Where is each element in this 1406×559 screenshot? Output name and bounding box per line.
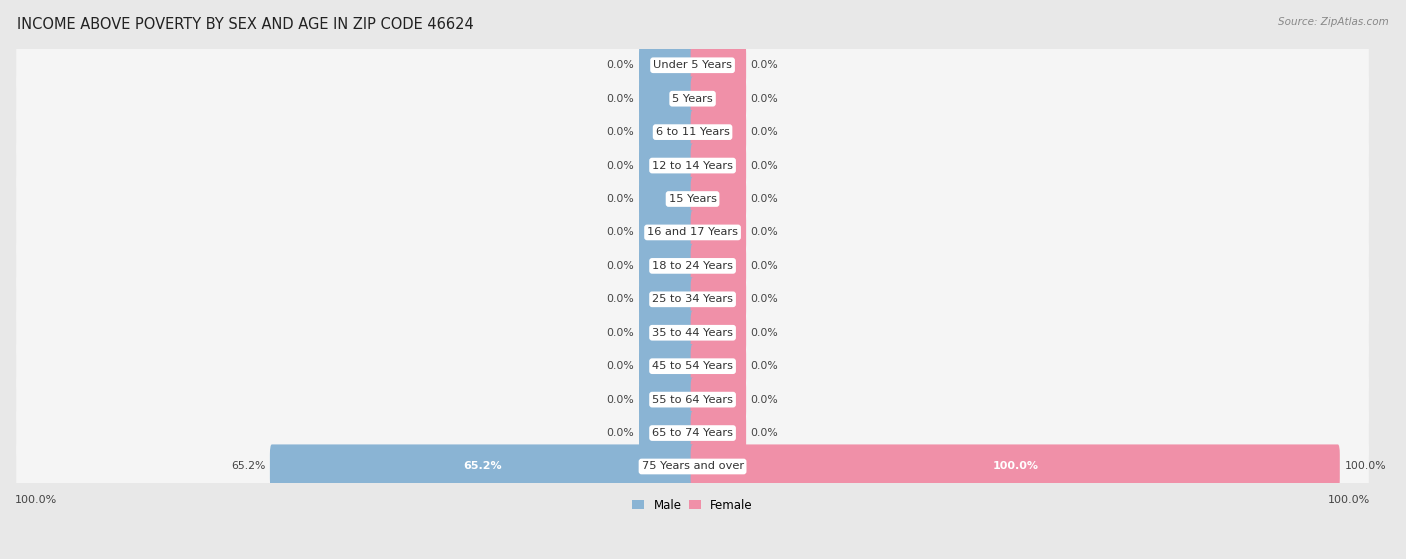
Text: 0.0%: 0.0% <box>607 261 634 271</box>
FancyBboxPatch shape <box>17 273 1369 325</box>
FancyBboxPatch shape <box>638 144 695 188</box>
Text: 0.0%: 0.0% <box>751 127 779 137</box>
FancyBboxPatch shape <box>17 140 1369 192</box>
FancyBboxPatch shape <box>690 444 1340 489</box>
Text: 0.0%: 0.0% <box>751 361 779 371</box>
Text: 0.0%: 0.0% <box>751 160 779 170</box>
Text: 0.0%: 0.0% <box>751 60 779 70</box>
Text: 16 and 17 Years: 16 and 17 Years <box>647 228 738 238</box>
FancyBboxPatch shape <box>17 374 1369 425</box>
FancyBboxPatch shape <box>690 177 747 221</box>
FancyBboxPatch shape <box>638 110 695 154</box>
Text: 0.0%: 0.0% <box>751 228 779 238</box>
FancyBboxPatch shape <box>690 110 747 154</box>
Text: 45 to 54 Years: 45 to 54 Years <box>652 361 733 371</box>
FancyBboxPatch shape <box>17 340 1369 392</box>
FancyBboxPatch shape <box>638 77 695 121</box>
Text: 0.0%: 0.0% <box>751 261 779 271</box>
FancyBboxPatch shape <box>17 407 1369 459</box>
FancyBboxPatch shape <box>17 173 1369 225</box>
Text: 0.0%: 0.0% <box>607 160 634 170</box>
Text: 65 to 74 Years: 65 to 74 Years <box>652 428 733 438</box>
Text: 0.0%: 0.0% <box>607 428 634 438</box>
Text: 0.0%: 0.0% <box>751 194 779 204</box>
FancyBboxPatch shape <box>17 73 1369 125</box>
Text: 0.0%: 0.0% <box>607 60 634 70</box>
Text: 0.0%: 0.0% <box>751 395 779 405</box>
FancyBboxPatch shape <box>690 344 747 389</box>
FancyBboxPatch shape <box>690 144 747 188</box>
FancyBboxPatch shape <box>638 43 695 87</box>
FancyBboxPatch shape <box>690 77 747 121</box>
Text: 0.0%: 0.0% <box>607 228 634 238</box>
Text: 100.0%: 100.0% <box>1327 495 1369 505</box>
FancyBboxPatch shape <box>17 39 1369 91</box>
Text: 100.0%: 100.0% <box>15 495 58 505</box>
FancyBboxPatch shape <box>690 377 747 421</box>
Text: 100.0%: 100.0% <box>993 462 1038 471</box>
FancyBboxPatch shape <box>17 440 1369 492</box>
FancyBboxPatch shape <box>638 210 695 254</box>
Text: 100.0%: 100.0% <box>1344 462 1386 471</box>
Text: 6 to 11 Years: 6 to 11 Years <box>655 127 730 137</box>
FancyBboxPatch shape <box>638 377 695 421</box>
Text: 0.0%: 0.0% <box>607 127 634 137</box>
Text: INCOME ABOVE POVERTY BY SEX AND AGE IN ZIP CODE 46624: INCOME ABOVE POVERTY BY SEX AND AGE IN Z… <box>17 17 474 32</box>
Text: 0.0%: 0.0% <box>607 328 634 338</box>
Text: 0.0%: 0.0% <box>607 395 634 405</box>
Text: 65.2%: 65.2% <box>231 462 266 471</box>
Text: 55 to 64 Years: 55 to 64 Years <box>652 395 733 405</box>
Text: 0.0%: 0.0% <box>607 295 634 304</box>
FancyBboxPatch shape <box>690 210 747 254</box>
Text: 65.2%: 65.2% <box>463 462 502 471</box>
Text: 0.0%: 0.0% <box>607 94 634 104</box>
Text: 0.0%: 0.0% <box>751 328 779 338</box>
Text: 18 to 24 Years: 18 to 24 Years <box>652 261 733 271</box>
FancyBboxPatch shape <box>690 311 747 355</box>
Text: 15 Years: 15 Years <box>669 194 717 204</box>
Text: 0.0%: 0.0% <box>751 295 779 304</box>
Text: 5 Years: 5 Years <box>672 94 713 104</box>
Text: 12 to 14 Years: 12 to 14 Years <box>652 160 733 170</box>
FancyBboxPatch shape <box>17 240 1369 292</box>
FancyBboxPatch shape <box>270 444 695 489</box>
Text: 35 to 44 Years: 35 to 44 Years <box>652 328 733 338</box>
FancyBboxPatch shape <box>690 277 747 321</box>
Text: 75 Years and over: 75 Years and over <box>641 462 744 471</box>
Text: 0.0%: 0.0% <box>751 94 779 104</box>
Text: 25 to 34 Years: 25 to 34 Years <box>652 295 733 304</box>
FancyBboxPatch shape <box>638 311 695 355</box>
Legend: Male, Female: Male, Female <box>627 494 758 517</box>
FancyBboxPatch shape <box>17 106 1369 158</box>
FancyBboxPatch shape <box>690 244 747 288</box>
FancyBboxPatch shape <box>638 411 695 455</box>
Text: 0.0%: 0.0% <box>607 194 634 204</box>
Text: Source: ZipAtlas.com: Source: ZipAtlas.com <box>1278 17 1389 27</box>
FancyBboxPatch shape <box>690 43 747 87</box>
FancyBboxPatch shape <box>638 277 695 321</box>
Text: 0.0%: 0.0% <box>607 361 634 371</box>
Text: Under 5 Years: Under 5 Years <box>652 60 733 70</box>
FancyBboxPatch shape <box>638 344 695 389</box>
FancyBboxPatch shape <box>17 307 1369 359</box>
FancyBboxPatch shape <box>17 206 1369 258</box>
Text: 0.0%: 0.0% <box>751 428 779 438</box>
FancyBboxPatch shape <box>690 411 747 455</box>
FancyBboxPatch shape <box>638 244 695 288</box>
FancyBboxPatch shape <box>638 177 695 221</box>
